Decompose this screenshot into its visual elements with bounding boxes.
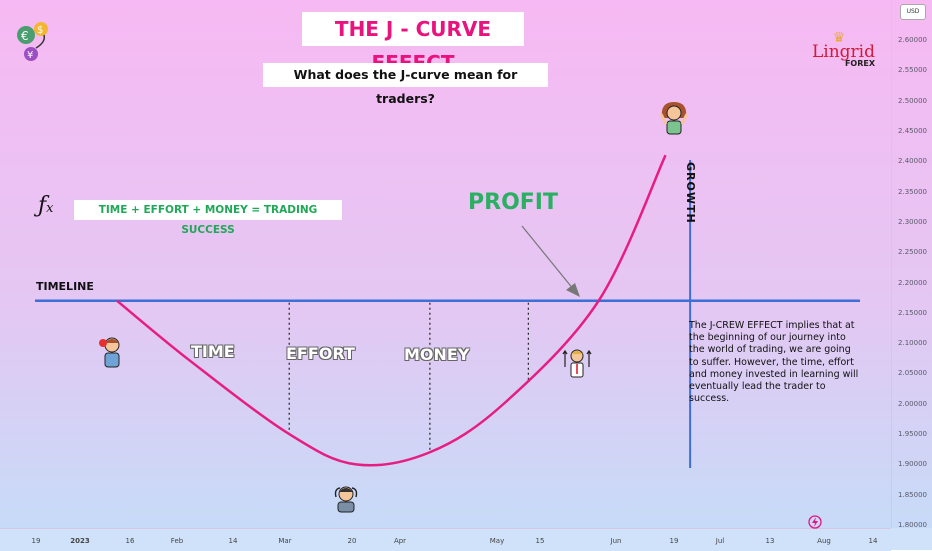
bolt-icon[interactable]: [808, 515, 822, 529]
time-tick: 16: [125, 537, 135, 545]
time-tick: 20: [347, 537, 357, 545]
phase-label-money: MONEY: [404, 345, 470, 364]
price-tick: 2.15000: [898, 308, 927, 317]
price-tick: 1.90000: [898, 460, 927, 469]
time-tick: 19: [669, 537, 679, 545]
time-tick: Aug: [817, 537, 831, 545]
happy-woman-icon: [659, 102, 689, 135]
price-tick: 1.95000: [898, 430, 927, 439]
time-tick: 14: [868, 537, 878, 545]
time-tick: Jul: [715, 537, 725, 545]
formula-text: TIME + EFFORT + MONEY = TRADING SUCCESS: [74, 200, 342, 236]
price-tick: 2.30000: [898, 217, 927, 226]
phase-label-time: TIME: [191, 342, 235, 361]
growth-businessman-icon: [562, 349, 592, 378]
profit-arrowhead: [566, 283, 580, 297]
price-tick: 2.35000: [898, 187, 927, 196]
price-tick: 2.25000: [898, 248, 927, 257]
axis-corner: [891, 528, 932, 550]
currency-exchange-icon: € $ ¥: [17, 22, 48, 61]
price-tick: 2.10000: [898, 339, 927, 348]
chart-title: THE J - CURVE EFFECT: [302, 12, 524, 75]
currency-badge[interactable]: USD: [900, 4, 926, 20]
timeline-label: TIMELINE: [36, 280, 94, 293]
time-tick: Mar: [278, 537, 292, 545]
time-axis[interactable]: 19 2023 16 Feb 14 Mar 20 Apr May 15 Jun 19 Jul 13 Aug 1…: [0, 528, 891, 551]
price-tick: 1.85000: [898, 490, 927, 499]
time-tick: 2023: [70, 537, 90, 545]
time-tick: May: [489, 537, 505, 545]
price-tick: 2.05000: [898, 369, 927, 378]
phase-label-effort: EFFORT: [286, 344, 355, 363]
profit-label: PROFIT: [468, 190, 558, 215]
price-tick: 2.20000: [898, 278, 927, 287]
time-tick: 14: [228, 537, 238, 545]
formula-fx-icon: ƒx: [38, 193, 54, 218]
frustrated-person-icon: [99, 337, 120, 368]
chart-subtitle: What does the J-curve mean for traders?: [263, 63, 548, 106]
price-tick: 2.60000: [898, 36, 927, 44]
svg-text:$: $: [37, 25, 43, 36]
profit-arrow: [521, 225, 575, 291]
time-tick: 15: [535, 537, 545, 545]
svg-text:¥: ¥: [27, 50, 33, 61]
price-tick: 2.45000: [898, 126, 927, 135]
logo-name: Lingrid: [811, 42, 875, 62]
price-tick: 2.55000: [898, 66, 927, 75]
svg-text:€: €: [21, 29, 29, 43]
lingrid-logo[interactable]: ♛ Lingrid FOREX: [803, 30, 875, 68]
time-tick: 13: [765, 537, 775, 545]
logo-sub: FOREX: [844, 59, 875, 68]
growth-label: GROWTH: [684, 162, 697, 224]
stressed-person-icon: [334, 486, 358, 513]
time-tick: Apr: [393, 537, 407, 545]
price-tick: 2.40000: [898, 157, 927, 166]
j-curve-line: [116, 154, 667, 467]
time-tick: 19: [31, 537, 41, 545]
price-axis[interactable]: 2.60000 2.55000 2.50000 2.45000 2.40000 2.350…: [891, 0, 932, 529]
formula-symbol-sub: x: [46, 201, 54, 216]
time-tick: Feb: [170, 537, 184, 545]
price-tick: 2.50000: [898, 96, 927, 105]
description-text: The J-CREW EFFECT implies that at the be…: [689, 320, 859, 405]
crown-icon: ♛: [832, 30, 846, 46]
time-tick: Jun: [610, 537, 622, 545]
price-tick: 2.00000: [898, 399, 927, 408]
price-tick: 1.80000: [898, 521, 927, 529]
